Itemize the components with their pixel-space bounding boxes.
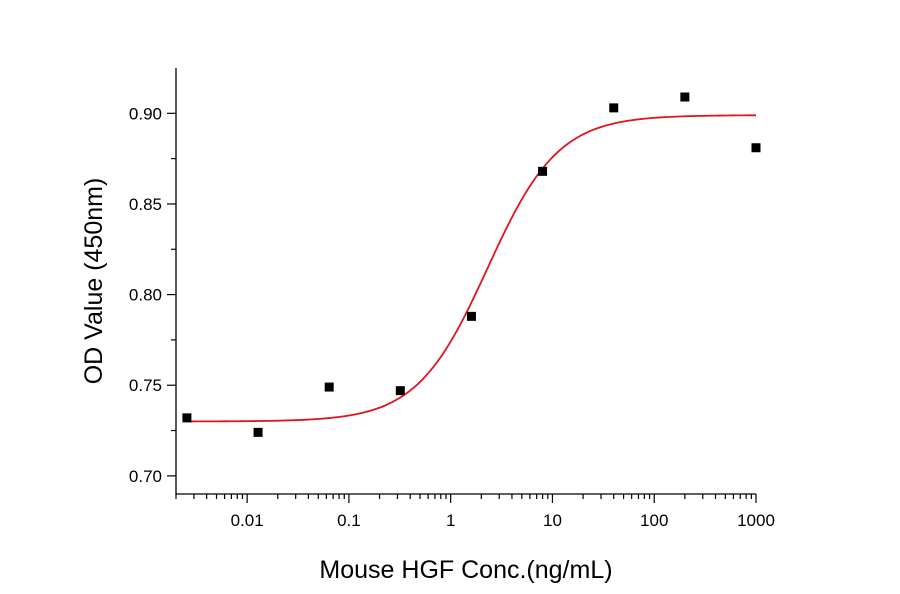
data-point <box>324 382 334 392</box>
x-tick-label: 0.01 <box>231 511 264 530</box>
x-tick-label: 1 <box>446 511 455 530</box>
y-ticks: 0.70 0.75 0.80 0.85 0.90 <box>129 104 176 486</box>
x-axis-title: Mouse HGF Conc.(ng/mL) <box>319 556 612 584</box>
data-point <box>466 311 476 321</box>
x-tick-label: 1000 <box>737 511 775 530</box>
y-tick-label: 0.85 <box>129 195 162 214</box>
data-point <box>609 103 619 113</box>
data-point <box>182 413 192 423</box>
fit-curve <box>186 114 757 423</box>
data-points <box>182 92 761 437</box>
x-tick-label: 100 <box>640 511 668 530</box>
x-ticks: 0.01 0.1 1 10 100 1000 <box>175 494 775 530</box>
data-point <box>751 143 761 153</box>
y-tick-label: 0.80 <box>129 286 162 305</box>
y-tick-label: 0.90 <box>129 104 162 123</box>
axes <box>175 68 756 495</box>
y-tick-label: 0.70 <box>129 467 162 486</box>
data-point <box>253 427 263 437</box>
x-tick-label: 10 <box>543 511 562 530</box>
data-point <box>680 92 690 102</box>
data-point <box>395 386 405 396</box>
x-tick-label: 0.1 <box>337 511 361 530</box>
y-tick-label: 0.75 <box>129 376 162 395</box>
y-axis-title: OD Value (450nm) <box>80 178 108 385</box>
data-point <box>538 166 548 176</box>
